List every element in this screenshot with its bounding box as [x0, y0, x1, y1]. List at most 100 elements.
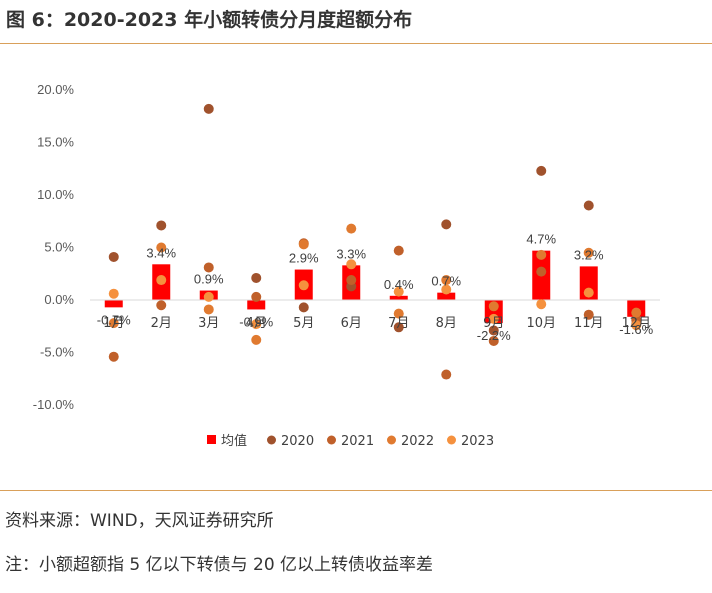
x-category-label: 7月: [388, 316, 409, 331]
bar-value-label: 3.4%: [146, 245, 176, 260]
point-2020: [583, 200, 594, 211]
point-2022: [108, 318, 119, 329]
point-2023: [251, 319, 262, 330]
x-category-label: 2月: [151, 316, 172, 331]
bar-value-label: 0.7%: [431, 274, 461, 289]
bar-value-label: -0.9%: [239, 314, 273, 329]
point-2023: [441, 284, 452, 295]
x-axis-category-labels: 1月 2月 3月 4月 5月 6月 7月 8月 9月 10月 11月 12月: [103, 316, 651, 331]
x-category-label: 12月: [621, 316, 651, 331]
point-2022: [631, 307, 642, 318]
point-2020: [441, 219, 452, 230]
point-2023: [346, 259, 357, 270]
mean-bar: [104, 300, 123, 308]
bar-value-label: -1.6%: [619, 322, 653, 337]
point-2021: [251, 291, 262, 302]
point-2021: [346, 275, 357, 286]
y-tick-label: -10.0%: [33, 397, 75, 412]
point-2021: [536, 266, 547, 277]
point-2020: [536, 165, 547, 176]
point-2021: [393, 245, 404, 256]
x-category-label: 8月: [436, 316, 457, 331]
point-2023: [203, 291, 214, 302]
point-2020: [156, 220, 167, 231]
point-2023: [536, 299, 547, 310]
point-2022: [346, 223, 357, 234]
y-tick-label: 10.0%: [37, 187, 74, 202]
x-category-label: 11月: [574, 316, 604, 331]
title-divider: [0, 43, 712, 44]
legend-swatch-2023: [447, 435, 456, 445]
bar-value-label: 3.3%: [336, 246, 366, 261]
bar-value-label: 0.4%: [384, 277, 414, 292]
bar-value-label: 3.2%: [574, 247, 604, 262]
x-category-label: 1月: [103, 316, 124, 331]
point-2023: [488, 313, 499, 324]
point-2023: [393, 286, 404, 297]
legend-swatch-mean: [207, 435, 216, 444]
bar-value-label: 2.9%: [289, 251, 319, 266]
mean-bar: [247, 300, 266, 310]
y-tick-label: 5.0%: [44, 240, 74, 255]
point-2020: [203, 103, 214, 114]
y-tick-label: 20.0%: [37, 82, 74, 97]
legend-label: 2020: [281, 434, 314, 449]
y-tick-label: -5.0%: [40, 345, 74, 360]
legend-label: 2021: [341, 434, 374, 449]
legend-swatch-2022: [387, 435, 396, 445]
bar-value-label: 0.9%: [194, 272, 224, 287]
bar-value-label: -2.2%: [477, 328, 511, 343]
x-category-label: 9月: [483, 316, 504, 331]
mean-bar: [437, 292, 456, 300]
year-scatter-points: [108, 103, 642, 380]
point-2021: [488, 335, 499, 346]
footer-divider: [0, 490, 712, 491]
mean-bar: [389, 295, 408, 300]
point-2020: [488, 325, 499, 336]
point-2023: [298, 280, 309, 291]
x-category-label: 3月: [198, 316, 219, 331]
y-axis-ticks: 20.0% 15.0% 10.0% 5.0% 0.0% -5.0% -10.0%: [33, 82, 75, 412]
mean-bars: [104, 250, 646, 324]
legend-label: 2023: [461, 434, 494, 449]
legend-label: 均值: [221, 433, 247, 449]
point-2021: [203, 262, 214, 273]
point-2020: [298, 302, 309, 313]
point-2022: [441, 275, 452, 286]
point-2022: [156, 242, 167, 253]
point-2021: [441, 369, 452, 380]
legend-swatch-2020: [267, 435, 276, 445]
point-2022: [393, 308, 404, 319]
page-title: 图 6：2020-2023 年小额转债分月度超额分布: [6, 9, 413, 31]
x-category-label: 5月: [293, 316, 314, 331]
point-2022: [583, 247, 594, 258]
point-2020: [108, 251, 119, 262]
point-2022: [203, 304, 214, 315]
point-2023: [156, 275, 167, 286]
legend-swatch-2021: [327, 435, 336, 445]
point-2023: [108, 288, 119, 299]
point-2022: [536, 249, 547, 260]
point-2020: [251, 272, 262, 283]
point-2021: [108, 351, 119, 362]
bar-value-label: -0.7%: [97, 312, 131, 327]
bar-data-labels: -0.7% 3.4% 0.9% -0.9% 2.9% 3.3% 0.4% 0.7% -2.2% 4…: [97, 232, 654, 343]
bar-value-label: 4.7%: [526, 232, 556, 247]
source-note: 资料来源：WIND，天风证券研究所: [5, 511, 274, 531]
x-category-label: 10月: [526, 316, 556, 331]
y-tick-label: 15.0%: [37, 135, 74, 150]
point-2020: [393, 322, 404, 333]
point-2021: [583, 309, 594, 320]
point-2023: [631, 320, 642, 331]
legend-label: 2022: [401, 434, 434, 449]
footnote: 注：小额超额指 5 亿以下转债与 20 亿以上转债收益率差: [5, 555, 434, 575]
point-2022: [298, 239, 309, 250]
y-tick-label: 0.0%: [44, 292, 74, 307]
point-2023: [583, 287, 594, 298]
x-category-label: 6月: [341, 316, 362, 331]
point-2022: [488, 301, 499, 312]
x-category-label: 4月: [246, 316, 267, 331]
point-2021: [156, 300, 167, 311]
point-2022: [251, 334, 262, 345]
